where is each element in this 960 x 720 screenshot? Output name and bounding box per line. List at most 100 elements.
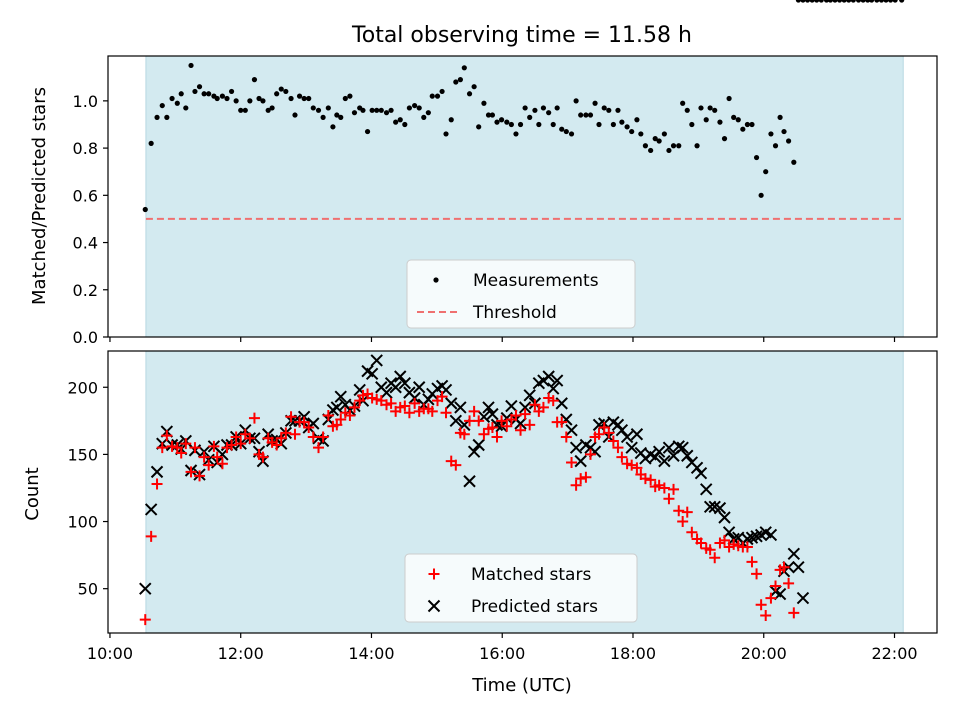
predicted-star-point [454, 401, 467, 414]
measurement-point [439, 88, 445, 95]
measurement-point [310, 105, 316, 111]
measurement-point [800, 0, 806, 3]
matched-star-point [681, 506, 693, 518]
measurement-point [397, 117, 403, 123]
predicted-star-point [652, 445, 666, 458]
legend-box [406, 259, 636, 329]
matched-star-point [673, 505, 685, 517]
measurement-point [841, 0, 847, 3]
matched-star-point [788, 607, 800, 619]
predicted-star-point [422, 393, 435, 406]
measurement-point [219, 93, 226, 99]
measurement-point [712, 107, 718, 113]
measurement-point [610, 121, 616, 128]
predicted-star-point [792, 560, 805, 574]
measurement-point [836, 0, 843, 3]
predicted-star-point [625, 441, 638, 454]
matched-star-point [770, 580, 782, 592]
measurement-point [360, 107, 366, 113]
measurement-point [522, 105, 528, 111]
measurement-point [536, 121, 542, 128]
measurement-point [457, 77, 463, 83]
predicted-star-point [463, 475, 476, 488]
predicted-star-point [370, 354, 383, 367]
matched-star-point [145, 530, 157, 542]
measurement-point [498, 117, 505, 123]
measurement-point [471, 84, 477, 90]
matched-star-point [746, 556, 758, 568]
matched-star-point [426, 405, 438, 417]
measurement-point [247, 98, 253, 104]
predicted-star-point [449, 414, 463, 428]
x-tick-label: 10:00 [87, 644, 133, 663]
measurement-point [777, 114, 783, 120]
measurement-point [378, 107, 384, 113]
predicted-star-point [658, 454, 671, 468]
matched-star-point [695, 537, 707, 549]
matched-star-point [686, 526, 698, 538]
matched-star-point [668, 483, 680, 495]
ratio-legend: Measurements Threshold [406, 259, 636, 329]
measurement-point [559, 126, 565, 132]
measurement-point [402, 121, 408, 128]
matched-star-point [322, 409, 334, 421]
y-tick-label: 0.6 [73, 186, 98, 205]
measurement-point [684, 107, 690, 113]
measurement-point [347, 93, 353, 99]
matched-star-point [317, 431, 329, 443]
predicted-star-point [394, 370, 407, 383]
matched-star-point [440, 407, 452, 419]
ratio-panel: 0.0 0.2 0.4 0.6 0.8 1.0 Matched/Predicted sta… [29, 0, 938, 347]
predicted-star-point [718, 511, 731, 524]
measurement-point [214, 95, 220, 102]
predicted-star-point [620, 430, 634, 444]
predicted-star-point [713, 501, 727, 515]
matched-star-point [663, 493, 675, 505]
matched-star-point [203, 459, 215, 471]
measurement-point [731, 114, 737, 120]
matched-star-point [335, 413, 347, 425]
predicted-star-point [445, 397, 458, 410]
measurement-point [306, 95, 312, 102]
measurement-point [224, 95, 230, 102]
matched-star-point [575, 473, 587, 485]
y-tick-label: 150 [67, 445, 98, 464]
matched-star-point [704, 544, 716, 556]
matched-star-point [180, 438, 192, 450]
measurement-point [148, 140, 154, 146]
measurement-point [296, 93, 303, 99]
predicted-star-point [412, 381, 426, 394]
legend-marker [427, 599, 441, 613]
predicted-star-point [787, 547, 801, 560]
matched-star-point [741, 541, 753, 553]
matched-star-point [631, 462, 643, 474]
matched-star-point [473, 415, 485, 427]
measurement-point [656, 138, 662, 144]
matched-star-point [783, 577, 795, 589]
matched-star-point [185, 466, 197, 478]
measurement-point [860, 0, 866, 3]
matched-star-point [468, 405, 480, 417]
legend-box [404, 553, 638, 623]
matched-star-point [307, 431, 319, 443]
measurement-point [188, 62, 194, 69]
measurement-point [301, 95, 307, 102]
predicted-star-point [542, 370, 555, 383]
predicted-star-point [681, 449, 694, 462]
matched-star-point [208, 440, 220, 452]
measurement-point [228, 88, 235, 95]
measurement-point [383, 110, 390, 116]
matched-star-point [409, 397, 421, 409]
measurement-point [461, 65, 467, 71]
x-tick-label: 14:00 [348, 644, 394, 663]
measurement-point [393, 119, 399, 125]
measurement-point [429, 93, 435, 99]
measurement-points [142, 0, 905, 213]
predicted-star-point [380, 386, 393, 399]
measurement-point [192, 88, 198, 95]
matched-star-point [151, 478, 163, 490]
measurement-point [883, 0, 889, 3]
matched-star-point [778, 561, 790, 573]
measurement-point [421, 114, 427, 120]
matched-star-point [289, 428, 301, 440]
